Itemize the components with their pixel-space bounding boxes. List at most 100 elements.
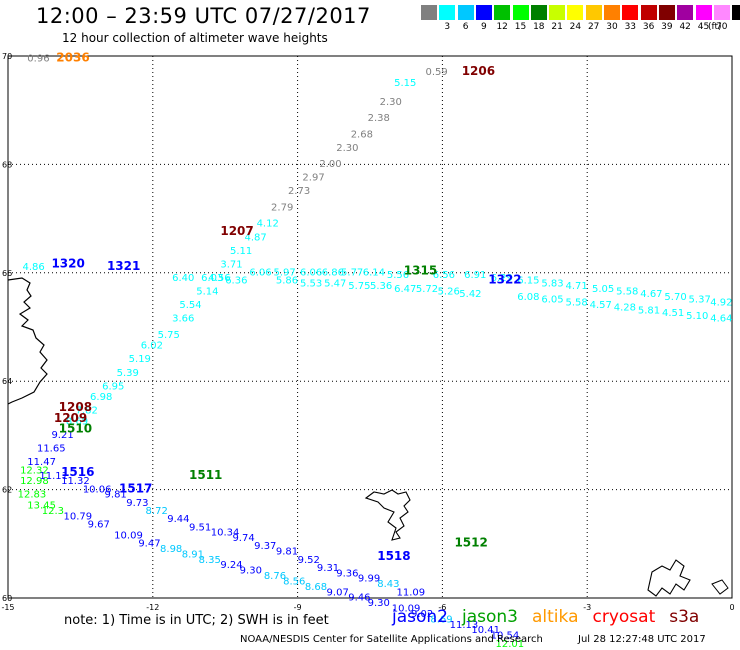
plot-border xyxy=(7,55,733,599)
wave-height-value: 9.44 xyxy=(167,514,189,525)
legend-swatch xyxy=(604,5,620,20)
map-title: 12:00 – 23:59 UTC 07/27/2017 xyxy=(36,4,371,28)
wave-height-value: 5.14 xyxy=(196,286,218,297)
wave-height-value: 9.52 xyxy=(298,555,320,566)
wave-height-value: 5.05 xyxy=(592,284,614,295)
wave-height-value: 2.38 xyxy=(368,113,390,124)
legend-label: 18 xyxy=(533,22,545,32)
axis-tick-labels: -15 -12 -9 -6 -3 0 70 68 66 64 62 60 xyxy=(1,52,734,612)
wave-height-value: 5.47 xyxy=(324,278,346,289)
wave-height-values: 0.96 0.59 5.15 2.30 2.38 2.68 2.30 2.00 2.97 2.73… xyxy=(18,53,733,649)
wave-height-value: 5.70 xyxy=(664,292,686,303)
wave-height-value: 10.06 xyxy=(83,484,112,495)
iceland-coastline xyxy=(7,277,48,405)
wave-height-value: 4.12 xyxy=(257,219,279,230)
wave-height-value: 4.87 xyxy=(245,232,267,243)
wave-height-value: 2.68 xyxy=(351,129,373,140)
wave-height-value: 12.98 xyxy=(20,476,49,487)
y-tick-label: 62 xyxy=(2,486,12,495)
track-1206: 0.96 0.59 5.15 2.30 2.38 2.68 2.30 2.00 2.97 2.73… xyxy=(27,53,447,311)
wave-height-value: 6.40 xyxy=(172,273,194,284)
shetland-coastline xyxy=(647,559,691,597)
wave-height-value: 3.66 xyxy=(172,314,194,325)
wave-height-value: 9.30 xyxy=(368,598,390,609)
wave-height-value: 9.07 xyxy=(327,587,349,598)
x-tick-label: -15 xyxy=(1,603,14,612)
legend-swatch xyxy=(475,5,492,20)
wave-height-value: 4.28 xyxy=(614,303,636,314)
legend-label: 42 xyxy=(679,22,691,32)
wave-height-value: 6.02 xyxy=(141,341,163,352)
wave-height-value: 9.46 xyxy=(348,593,370,604)
wave-height-value: 8.68 xyxy=(305,582,327,593)
legend-label: 30 xyxy=(606,22,618,32)
wave-height-value: 4.92 xyxy=(710,297,732,308)
wave-height-value: 9.24 xyxy=(220,560,242,571)
wave-height-value: 8.56 xyxy=(283,576,305,587)
wave-height-value: 6.47 xyxy=(394,284,416,295)
wave-height-value: 6.06 xyxy=(249,268,271,279)
wave-height-value: 2.97 xyxy=(302,173,324,184)
wave-height-value: 5.10 xyxy=(686,311,708,322)
legend-label: 45 xyxy=(697,22,710,32)
wave-height-value: 4.64 xyxy=(710,314,732,325)
wave-height-value: 5.77 xyxy=(341,268,363,279)
wave-height-value: 11.11 xyxy=(39,471,68,482)
satellite-legend: jason2 jason3 altika cryosat s3a xyxy=(392,607,713,627)
pass-id-label: 1322 xyxy=(488,273,521,287)
wave-height-value: 5.56 xyxy=(387,270,409,281)
wave-height-value: 8.43 xyxy=(377,579,399,590)
legend-label: 9 xyxy=(481,22,487,32)
wave-height-value: 5.26 xyxy=(438,286,460,297)
x-tick-label: -3 xyxy=(583,603,591,612)
wave-height-value: 6.03 xyxy=(201,273,223,284)
wave-height-value: 0.96 xyxy=(27,53,49,64)
wave-height-value: 5.11 xyxy=(230,246,252,257)
wave-height-value: 9.67 xyxy=(88,520,110,531)
satellite-legend-item: jason3 xyxy=(462,607,518,627)
wave-height-value: 9.30 xyxy=(240,566,262,577)
map-frame xyxy=(7,55,733,599)
legend-label: 36 xyxy=(642,22,655,32)
y-tick-label: 68 xyxy=(2,160,12,169)
wave-height-value: 5.39 xyxy=(117,368,139,379)
wave-height-value: 5.15 xyxy=(394,78,416,89)
wave-height-value: 7.82 xyxy=(76,406,98,417)
wave-height-value: 9.31 xyxy=(317,563,339,574)
wave-height-value: 6.98 xyxy=(90,392,112,403)
x-tick-label: -6 xyxy=(438,603,446,612)
wave-height-value: 0.59 xyxy=(426,67,448,78)
wave-height-value: 5.81 xyxy=(638,305,660,316)
wave-height-value: 5.58 xyxy=(616,286,638,297)
wave-height-value: 9.21 xyxy=(51,430,73,441)
pass-id-label: 2036 xyxy=(56,50,89,64)
wave-height-value: 8.91 xyxy=(182,549,204,560)
wave-height-value: 2.73 xyxy=(288,186,310,197)
pass-id-label: 1511 xyxy=(189,468,222,482)
wave-height-value: 6.29 xyxy=(491,273,513,284)
x-tick-label: 0 xyxy=(729,603,734,612)
wave-height-value: 10.41 xyxy=(471,625,500,636)
wave-height-value: 8.72 xyxy=(146,506,168,517)
coastlines xyxy=(7,277,729,597)
wave-height-value: 5.19 xyxy=(129,354,151,365)
wave-height-value: 5.36 xyxy=(370,281,392,292)
legend-swatch xyxy=(695,5,712,20)
wave-height-value: 11.47 xyxy=(27,457,56,468)
wave-height-value: 9.81 xyxy=(105,490,127,501)
wave-height-value: 11.65 xyxy=(37,444,66,455)
legend-swatch xyxy=(658,5,675,20)
pass-id-label: 1517 xyxy=(119,481,152,495)
wave-height-value: 5.83 xyxy=(541,278,563,289)
x-tick-label: -12 xyxy=(146,603,159,612)
wave-height-value: 5.72 xyxy=(416,284,438,295)
legend-label: 6 xyxy=(462,22,469,32)
track-1322: 6.40 6.03 6.36 5.86 5.53 5.47 5.75 5.36 6.47 5.72… xyxy=(172,273,732,325)
wave-height-value: 4.56 xyxy=(208,273,230,284)
wave-height-value: 9.47 xyxy=(138,539,160,550)
legend-swatch xyxy=(732,5,740,20)
pass-id-label: 1209 xyxy=(54,411,87,425)
wave-height-value: 11.13 xyxy=(450,620,479,631)
track-1321: 4.86 6.06 5.97 6.06 6.865.77 6.14 5.56 6.56 6.91… xyxy=(22,262,732,308)
